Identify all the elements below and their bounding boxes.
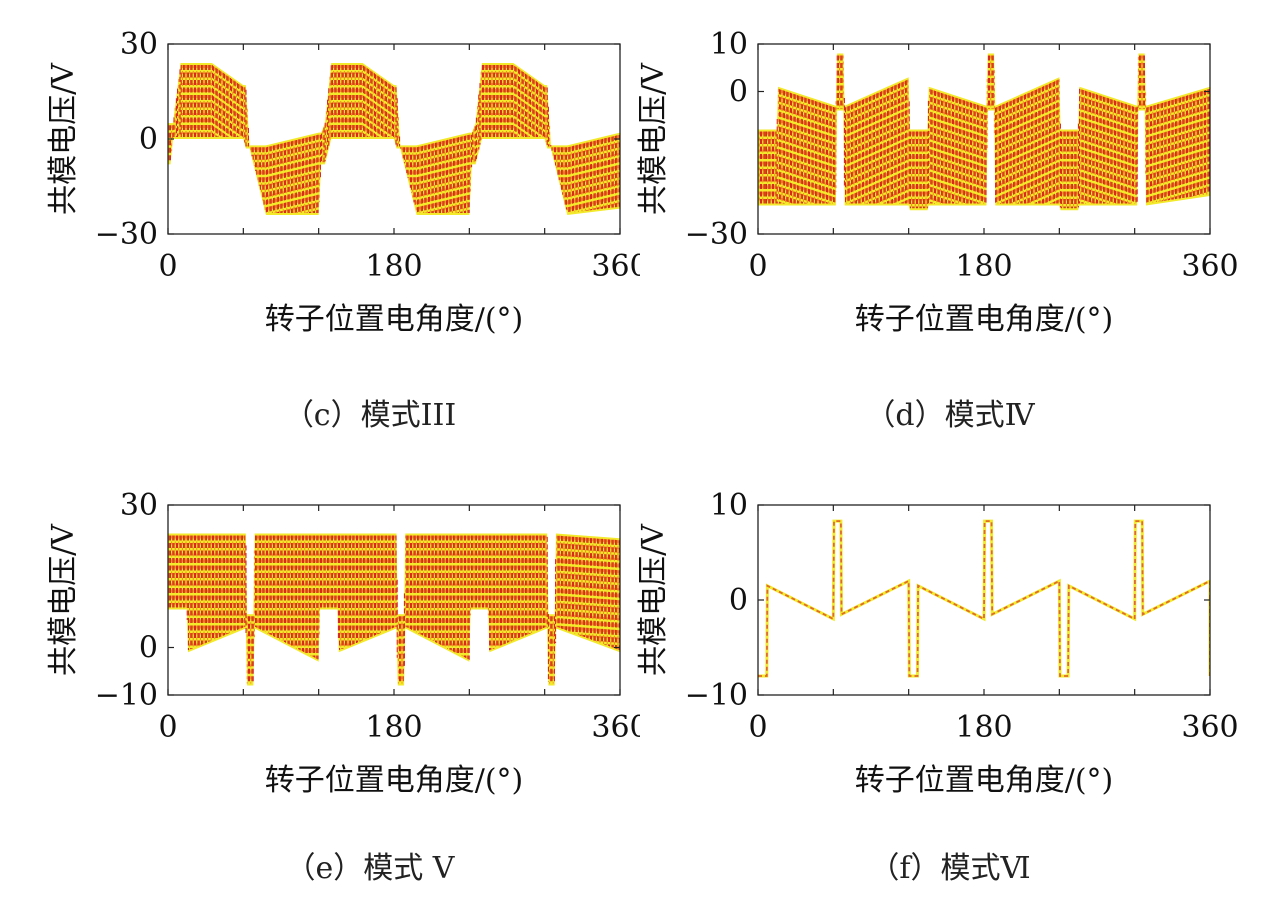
plot-area-d <box>758 53 1210 211</box>
plot-area-c <box>168 63 620 215</box>
waveform-strokes-red-d <box>758 55 1210 209</box>
x-tick-label-e: 360 <box>591 710 640 745</box>
caption-c: （c）模式III <box>283 398 457 433</box>
x-tick-label-c: 0 <box>158 249 177 284</box>
waveform-strokes-red-e <box>168 535 620 684</box>
x-tick-label-f: 360 <box>1181 710 1238 745</box>
y-tick-label-e: 0 <box>139 631 158 666</box>
y-tick-label-f: −10 <box>685 678 748 713</box>
waveform-strokes-orange-d <box>758 55 1208 209</box>
plot-area-e <box>168 533 620 686</box>
waveform-band-yellow-c <box>168 63 620 215</box>
panel-e: 0 180 360 30 0 −10 转子位置电角度/(°) 共模电压/V <box>0 450 649 840</box>
x-tick-label-e: 0 <box>158 710 177 745</box>
y-tick-label-c: 30 <box>120 27 158 62</box>
caption-d: （d）模式Ⅳ <box>865 398 1035 433</box>
x-tick-label-d: 360 <box>1181 249 1238 284</box>
y-tick-label-f: 0 <box>729 583 748 618</box>
x-axis-label-d: 转子位置电角度/(°) <box>855 302 1114 337</box>
caption-f: （f）模式Ⅵ <box>869 851 1031 886</box>
x-tick-label-c: 360 <box>591 249 640 284</box>
y-tick-label-d: −30 <box>685 217 748 252</box>
y-tick-label-c: 0 <box>139 122 158 157</box>
x-axis-label-f: 转子位置电角度/(°) <box>855 763 1114 798</box>
caption-e: （e）模式 V <box>285 851 455 886</box>
panel-c: 0 180 360 30 0 −30 转子位置电角度/(°) 共模电压/V <box>0 0 649 440</box>
y-tick-label-d: 0 <box>729 75 748 110</box>
y-tick-label-e: 30 <box>120 488 158 523</box>
plot-area-f <box>758 519 1210 678</box>
x-tick-label-d: 0 <box>748 249 767 284</box>
series-glow-f-0 <box>758 519 1210 678</box>
y-axis-label-f: 共模电压/V <box>636 523 671 676</box>
x-tick-label-f: 180 <box>955 710 1012 745</box>
y-tick-label-c: −30 <box>95 217 158 252</box>
waveform-strokes-red-c <box>168 65 620 213</box>
x-tick-label-e: 180 <box>365 710 422 745</box>
x-tick-label-f: 0 <box>748 710 767 745</box>
waveform-band-yellow-e <box>168 533 620 686</box>
x-tick-label-d: 180 <box>955 249 1012 284</box>
x-axis-label-c: 转子位置电角度/(°) <box>265 302 524 337</box>
panel-d: 0 180 360 10 0 −30 转子位置电角度/(°) 共模电压/V <box>635 0 1271 440</box>
y-tick-label-f: 10 <box>710 488 748 523</box>
x-axis-label-e: 转子位置电角度/(°) <box>265 763 524 798</box>
y-axis-label-e: 共模电压/V <box>46 523 81 676</box>
y-tick-label-e: −10 <box>95 678 158 713</box>
y-tick-label-d: 10 <box>710 27 748 62</box>
panel-f: 0 180 360 10 0 −10 转子位置电角度/(°) 共模电压/V <box>635 450 1271 840</box>
y-axis-label-d: 共模电压/V <box>636 62 671 215</box>
x-tick-label-c: 180 <box>365 249 422 284</box>
waveform-strokes-orange-e <box>168 535 619 684</box>
y-axis-label-c: 共模电压/V <box>46 62 81 215</box>
